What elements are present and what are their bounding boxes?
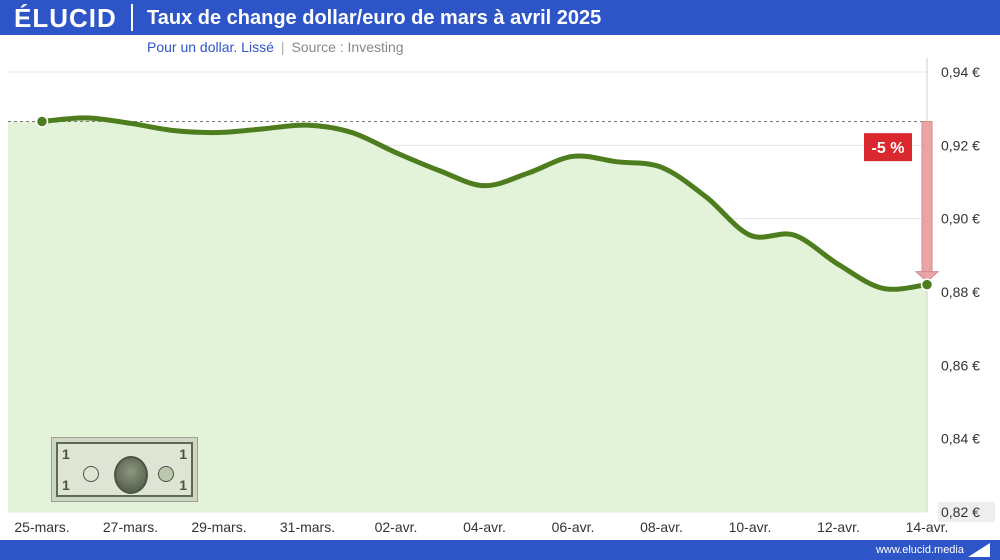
- exchange-rate-chart: 0,82 € 0,84 € 0,86 € 0,88 € 0,90 € 0,92 € 0,94…: [8, 58, 995, 535]
- logo-separator: [131, 4, 133, 31]
- annotation-badge: [864, 133, 912, 162]
- x-tick-label: 04-avr.: [463, 519, 506, 535]
- header-bar: ÉLUCID Taux de change dollar/euro de mar…: [0, 0, 1000, 35]
- y-tick-label: 0,84 €: [941, 431, 980, 447]
- footer-bar: www.elucid.media: [0, 540, 1000, 560]
- annotation-badge-text: -5 %: [872, 140, 905, 157]
- y-tick-label: 0,92 €: [941, 137, 980, 153]
- x-tick-labels: 25-mars. 27-mars. 29-mars. 31-mars. 02-avr. 0…: [14, 519, 948, 535]
- x-tick-label: 06-avr.: [552, 519, 595, 535]
- data-point-14-avr: [920, 278, 934, 291]
- arrow-shaft: [921, 121, 933, 274]
- subtitle-main: Pour un dollar. Lissé: [147, 39, 274, 55]
- decline-arrow: [914, 121, 940, 283]
- arrow-head: [914, 271, 940, 283]
- footer-url-link[interactable]: www.elucid.media: [875, 544, 964, 556]
- area-fill: [8, 117, 927, 512]
- elucid-mark-icon: [968, 543, 990, 557]
- x-tick-label: 08-avr.: [640, 519, 683, 535]
- y-tick-label: 0,90 €: [941, 211, 980, 227]
- y-tick-label: 0,82 €: [941, 504, 980, 520]
- points-layer: [35, 115, 934, 291]
- chart-title: Taux de change dollar/euro de mars à avr…: [147, 7, 602, 29]
- y-tick-labels: 0,82 € 0,84 € 0,86 € 0,88 € 0,90 € 0,92 € 0,94…: [938, 64, 995, 522]
- y-tick-label: 0,94 €: [941, 64, 980, 80]
- ytick-bg: [938, 502, 995, 522]
- elucid-logo[interactable]: ÉLUCID: [14, 3, 117, 33]
- data-point-25-mars: [35, 115, 49, 128]
- x-tick-label: 31-mars.: [280, 519, 335, 535]
- subtitle-separator: |: [280, 39, 285, 55]
- annotation-badge-group: -5 %: [864, 133, 912, 162]
- x-tick-label: 27-mars.: [103, 519, 158, 535]
- y-tick-label: 0,88 €: [941, 284, 980, 300]
- source-label: Source : Investing: [291, 39, 404, 55]
- y-tick-label: 0,86 €: [941, 357, 980, 373]
- x-tick-label: 12-avr.: [817, 519, 860, 535]
- x-tick-label: 02-avr.: [375, 519, 418, 535]
- dollar-bill-image: 1 1 1 1: [51, 437, 198, 502]
- x-tick-label: 10-avr.: [729, 519, 772, 535]
- series-line: [39, 115, 930, 292]
- x-tick-label: 14-avr.: [906, 519, 949, 535]
- chart-subtitle: Pour un dollar. Lissé | Source : Investing: [147, 38, 404, 56]
- x-tick-label: 25-mars.: [14, 519, 69, 535]
- x-tick-label: 29-mars.: [191, 519, 246, 535]
